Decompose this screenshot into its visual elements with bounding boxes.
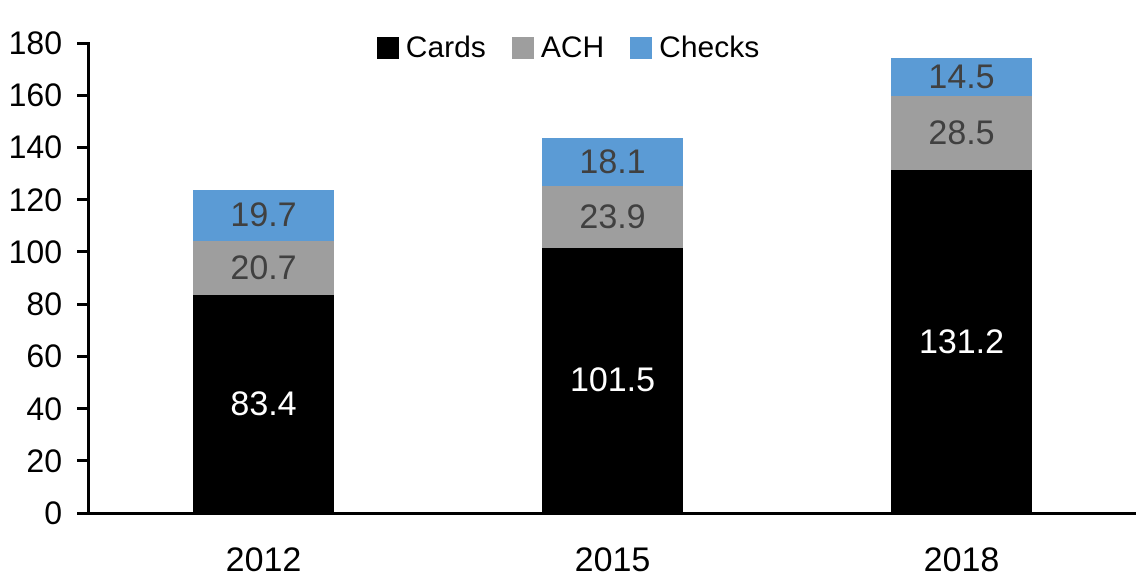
legend-item-cards: Cards xyxy=(376,31,486,65)
bar-segment-cards-2015: 101.5 xyxy=(542,247,683,513)
bar-segment-ach-2015: 23.9 xyxy=(542,185,683,248)
bar-value-label: 28.5 xyxy=(928,114,995,153)
x-axis-line xyxy=(77,511,1136,515)
bar-value-label: 19.7 xyxy=(230,196,297,235)
y-tick-label: 40 xyxy=(26,390,62,427)
legend-label: Cards xyxy=(405,31,486,64)
bar-value-label: 20.7 xyxy=(230,249,297,288)
legend-label: Checks xyxy=(659,31,760,64)
bar-value-label: 83.4 xyxy=(230,385,297,424)
bar-segment-checks-2012: 19.7 xyxy=(193,189,334,242)
y-tick-label: 180 xyxy=(8,25,62,61)
bar-segment-ach-2018: 28.5 xyxy=(891,96,1032,171)
y-tick-label: 120 xyxy=(8,181,62,218)
x-axis-label-2015: 2015 xyxy=(574,541,651,579)
y-axis-tick xyxy=(77,250,87,254)
y-axis-tick xyxy=(77,145,87,149)
legend-swatch-checks xyxy=(630,37,653,59)
bar-value-label: 18.1 xyxy=(579,142,646,181)
y-tick-label: 80 xyxy=(26,286,62,323)
y-axis-tick xyxy=(77,459,87,463)
bar-segment-ach-2012: 20.7 xyxy=(193,241,334,296)
legend-item-ach: ACH xyxy=(511,31,605,65)
y-tick-label: 0 xyxy=(44,495,62,531)
y-axis-tick xyxy=(77,93,87,97)
bar-segment-checks-2015: 18.1 xyxy=(542,138,683,186)
bar-segment-checks-2018: 14.5 xyxy=(891,58,1032,96)
y-axis-tick xyxy=(77,407,87,411)
bar-value-label: 131.2 xyxy=(918,322,1005,361)
chart-legend: Cards ACH Checks xyxy=(0,28,1136,68)
y-tick-label: 140 xyxy=(8,129,62,166)
y-tick-label: 160 xyxy=(8,77,62,114)
bar-value-label: 14.5 xyxy=(928,58,995,97)
legend-label: ACH xyxy=(540,31,605,64)
y-tick-label: 100 xyxy=(8,233,62,270)
y-axis-tick xyxy=(77,302,87,306)
y-tick-label: 20 xyxy=(26,442,62,479)
y-axis-tick xyxy=(77,198,87,202)
legend-item-checks: Checks xyxy=(630,31,759,65)
bar-segment-cards-2018: 131.2 xyxy=(891,170,1032,513)
legend-swatch-cards xyxy=(376,37,399,59)
x-axis-label-2018: 2018 xyxy=(923,541,1000,579)
y-axis-line xyxy=(87,41,90,515)
y-axis-tick xyxy=(77,41,87,45)
x-axis-label-2012: 2012 xyxy=(225,541,302,579)
y-tick-label: 60 xyxy=(26,338,62,375)
legend-swatch-ach xyxy=(511,37,534,59)
bar-segment-cards-2012: 83.4 xyxy=(193,295,334,513)
bar-value-label: 101.5 xyxy=(569,361,656,400)
bar-value-label: 23.9 xyxy=(579,197,646,236)
y-axis-tick xyxy=(77,354,87,358)
